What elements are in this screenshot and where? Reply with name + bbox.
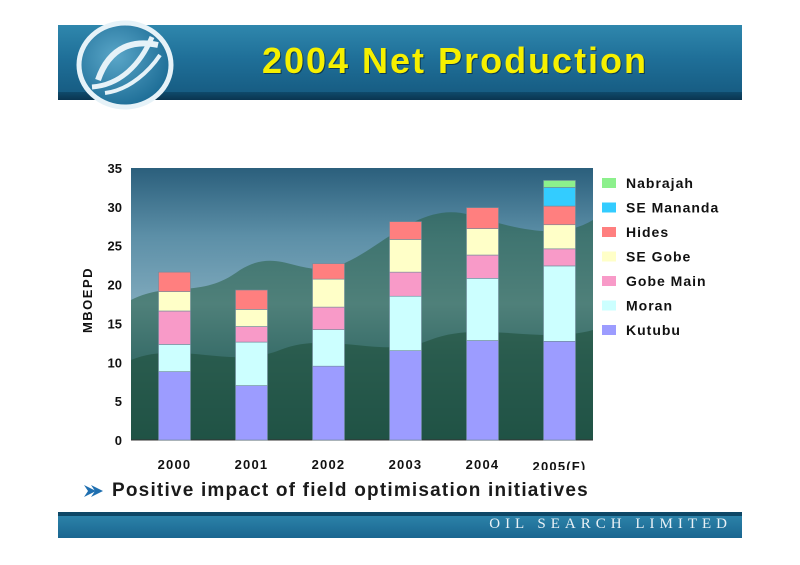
bar-segment-gobe-main-2004 (466, 254, 499, 279)
legend-swatch (602, 227, 616, 237)
legend-swatch (602, 251, 616, 262)
bar-segment-hides-2004 (466, 207, 499, 229)
bar-segment-moran-2004 (466, 278, 499, 341)
y-tick-label: 0 (115, 433, 122, 448)
bar-segment-hides-2002 (312, 263, 345, 280)
bar-segment-gobe-main-2002 (312, 306, 345, 330)
bar-segment-kutubu-2003 (389, 350, 422, 441)
bar-segment-kutubu-2005f (543, 341, 576, 441)
bar-segment-gobe-main-2005f (543, 248, 576, 267)
bar-segment-moran-2000 (158, 344, 191, 372)
bar-segment-se-gobe-2000 (158, 291, 191, 312)
legend-label: Kutubu (626, 322, 681, 338)
bar-segment-se-gobe-2003 (389, 239, 422, 273)
bar-segment-se-gobe-2005f (543, 224, 576, 250)
y-tick-label: 25 (108, 239, 122, 254)
x-tick-label: 2004 (466, 457, 500, 470)
y-axis-ticks: 0 5 10 15 20 25 30 35 (108, 161, 122, 448)
y-axis-label: MBOEPD (80, 267, 95, 333)
y-tick-label: 35 (108, 161, 122, 176)
bar-segment-moran-2002 (312, 329, 345, 367)
y-tick-label: 5 (115, 394, 122, 409)
legend-swatch (602, 300, 616, 311)
bar-segment-se-mananda-2005f (543, 187, 576, 207)
legend-swatch (602, 178, 616, 188)
bar-segment-hides-2000 (158, 271, 191, 292)
bar-segment-kutubu-2004 (466, 340, 499, 441)
bar-segment-gobe-main-2000 (158, 310, 191, 345)
legend-label: SE Mananda (626, 200, 719, 216)
legend-swatch (602, 325, 616, 335)
bar-segment-nabrajah-2005f (543, 180, 576, 188)
bar-segment-hides-2003 (389, 221, 422, 240)
legend-label: Moran (626, 298, 673, 314)
x-tick-label: 2003 (389, 457, 423, 470)
y-tick-label: 30 (108, 200, 122, 215)
bar-segment-moran-2003 (389, 295, 422, 351)
bars-group (158, 180, 576, 441)
bar-segment-hides-2001 (235, 289, 268, 310)
bar-segment-kutubu-2000 (158, 371, 191, 441)
arrow-bullet-icon (84, 485, 103, 497)
legend-swatch (602, 276, 616, 286)
bullet-point: Positive impact of field optimisation in… (82, 480, 589, 502)
legend-label: SE Gobe (626, 249, 691, 265)
bar-segment-hides-2005f (543, 205, 576, 226)
bar-segment-gobe-main-2003 (389, 271, 422, 297)
footer-band: OIL SEARCH LIMITED (58, 512, 742, 538)
x-axis-ticks: 2000 2001 2002 2003 2004 2005(F) (158, 457, 587, 470)
bar-segment-moran-2005f (543, 265, 576, 342)
legend-label: Hides (626, 224, 669, 240)
oil-search-logo (76, 20, 174, 110)
bar-segment-se-gobe-2004 (466, 228, 499, 256)
bar-segment-gobe-main-2001 (235, 326, 268, 343)
bar-segment-moran-2001 (235, 341, 268, 386)
bar-segment-kutubu-2001 (235, 385, 268, 441)
legend-label: Gobe Main (626, 273, 707, 289)
legend: Nabrajah SE Mananda Hides SE Gobe Gobe Main M… (602, 175, 719, 338)
bar-segment-se-gobe-2002 (312, 278, 345, 308)
bar-segment-kutubu-2002 (312, 365, 345, 441)
bar-segment-se-gobe-2001 (235, 309, 268, 327)
y-tick-label: 15 (108, 316, 122, 331)
company-name: OIL SEARCH LIMITED (489, 516, 732, 532)
legend-label: Nabrajah (626, 175, 694, 191)
legend-swatch (602, 202, 616, 213)
x-tick-label: 2001 (235, 457, 269, 470)
x-tick-label: 2005(F) (533, 459, 587, 470)
bullet-text: Positive impact of field optimisation in… (112, 480, 589, 501)
page-title: 2004 Net Production (261, 40, 649, 81)
y-tick-label: 10 (108, 355, 122, 370)
x-tick-label: 2000 (158, 457, 192, 470)
x-tick-label: 2002 (312, 457, 346, 470)
y-tick-label: 20 (108, 278, 122, 293)
